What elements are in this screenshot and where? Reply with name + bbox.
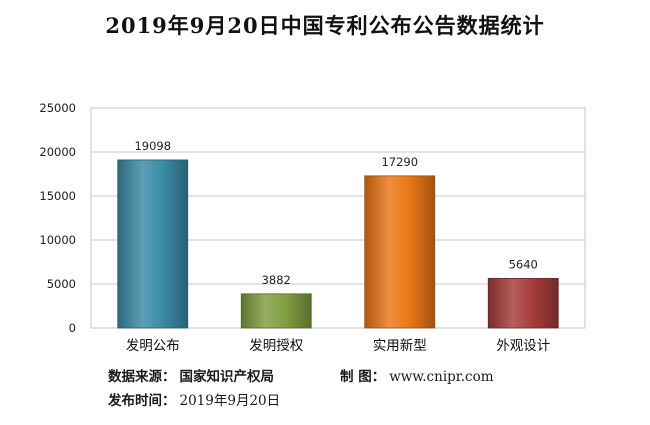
chart-title: 2019年9月20日中国专利公布公告数据统计 [105,13,545,38]
y-tick-label: 10000 [39,233,76,247]
x-tick-label: 外观设计 [496,338,550,354]
data-source: 数据来源： 国家知识产权局 [108,365,278,385]
x-tick-label: 发明公布 [126,338,180,354]
bar-2 [240,293,312,329]
chart-credit-label: 制 图： [340,369,386,385]
chart-credit: 制 图： www.cnipr.com [340,365,494,385]
y-axis-ticks: 0 5000 10000 15000 20000 25000 [39,101,76,335]
x-axis-ticks: 发明公布 发明授权 实用新型 外观设计 [126,337,551,354]
x-tick-label: 实用新型 [373,338,427,354]
y-tick-label: 25000 [39,101,76,115]
data-labels: 19098 3882 17290 5640 [134,139,537,287]
chart-credit-value: www.cnipr.com [389,369,494,385]
bar-3 [364,175,436,329]
publish-date-label: 发布时间： [108,393,176,409]
bars [117,159,559,329]
data-source-value: 国家知识产权局 [179,369,275,385]
y-tick-label: 15000 [39,189,76,203]
publish-date: 发布时间： 2019年9月20日 [108,389,280,409]
y-tick-label: 0 [69,321,76,335]
data-source-label: 数据来源： [108,369,176,385]
data-label: 19098 [134,139,171,153]
y-tick-label: 20000 [39,145,76,159]
bar-4 [487,277,559,329]
y-tick-label: 5000 [47,277,76,291]
x-tick-label: 发明授权 [249,337,303,354]
data-label: 17290 [381,155,418,169]
data-label: 3882 [262,273,291,287]
bar-1 [117,159,189,329]
publish-date-value: 2019年9月20日 [179,393,281,409]
data-label: 5640 [509,257,538,271]
